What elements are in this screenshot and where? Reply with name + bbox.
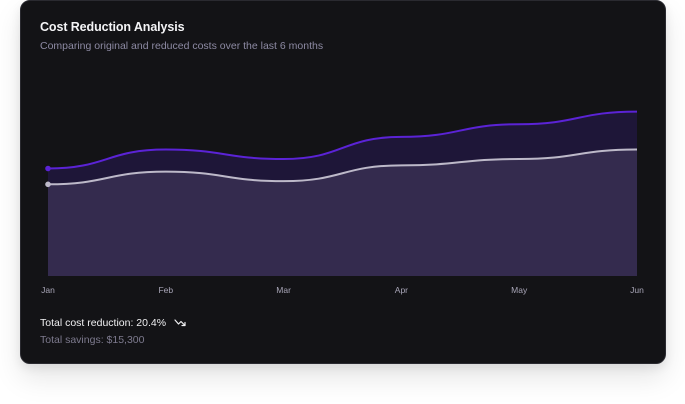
x-tick-label: Feb <box>158 285 173 295</box>
original-cost-line <box>47 110 638 170</box>
chart-subtitle: Comparing original and reduced costs ove… <box>40 40 324 52</box>
chart-title: Cost Reduction Analysis <box>40 20 185 34</box>
x-tick-label: Mar <box>276 285 291 295</box>
total-savings-text: Total savings: $15,300 <box>40 334 145 346</box>
x-tick-label: Apr <box>395 285 408 295</box>
line-layer <box>47 110 638 186</box>
original-cost-point <box>45 165 51 172</box>
x-tick-label: Jun <box>630 285 644 295</box>
chart-card: Cost Reduction Analysis Comparing origin… <box>20 0 666 364</box>
cost-reduction-text: Total cost reduction: 20.4% <box>40 317 167 329</box>
reduced-cost-point <box>45 181 51 188</box>
trending-down-icon <box>174 319 186 327</box>
cost-reduction-summary: Total cost reduction: 20.4% <box>40 317 186 329</box>
reduced-cost-area <box>48 149 637 276</box>
reduced-cost-line <box>47 148 638 186</box>
x-axis-ticks: Jan Feb Mar Apr May Jun <box>41 285 644 295</box>
point-layer <box>45 165 51 188</box>
area-chart: Jan Feb Mar Apr May Jun <box>41 110 644 295</box>
x-tick-label: May <box>511 285 528 295</box>
area-layer <box>48 111 637 277</box>
x-tick-label: Jan <box>41 285 55 295</box>
